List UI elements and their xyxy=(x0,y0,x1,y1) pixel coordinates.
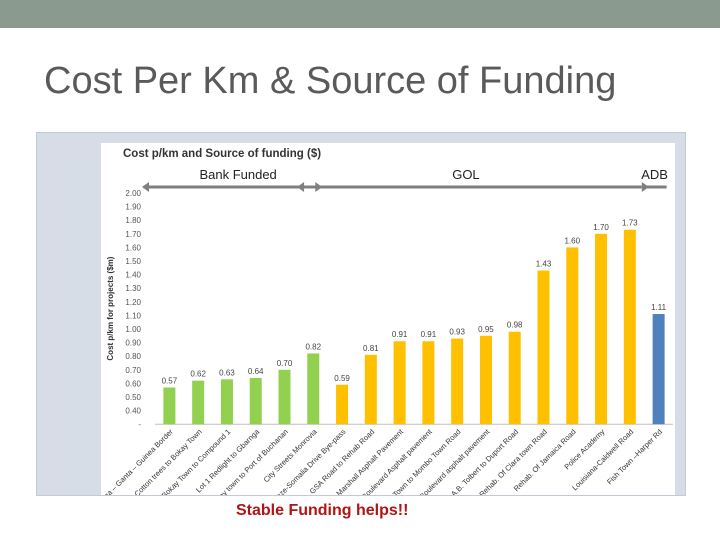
data-label: 1.43 xyxy=(536,260,552,269)
bar xyxy=(566,247,579,425)
y-tick-label: 1.60 xyxy=(125,243,141,252)
footer-note: Stable Funding helps!! xyxy=(236,502,409,519)
chart-frame: Cost p/km and Source of funding ($) Cost … xyxy=(36,132,686,540)
data-label: 1.11 xyxy=(651,303,667,312)
bar xyxy=(192,380,205,425)
data-label: 0.62 xyxy=(190,370,206,379)
bar xyxy=(652,314,665,425)
y-tick-label: 1.20 xyxy=(125,298,141,307)
data-label: 0.91 xyxy=(421,330,437,339)
y-tick-label: 0.50 xyxy=(125,393,141,402)
y-tick-label: 1.70 xyxy=(125,230,141,239)
bar xyxy=(393,341,406,425)
bar xyxy=(364,354,377,425)
y-axis-label: Cost p/km for projects ($m) xyxy=(106,256,115,360)
bar xyxy=(595,233,608,425)
bank-funded-label: Bank Funded xyxy=(199,167,276,182)
data-label: 0.64 xyxy=(248,367,264,376)
bar xyxy=(537,270,550,425)
chart-panel xyxy=(101,143,675,495)
y-tick-label: 0.60 xyxy=(125,379,141,388)
data-label: 0.93 xyxy=(449,328,465,337)
y-tick-label: 2.00 xyxy=(125,189,141,198)
bar xyxy=(220,379,233,425)
data-label: 0.82 xyxy=(305,342,321,351)
adb-label: ADB xyxy=(641,167,668,182)
bar xyxy=(479,335,492,425)
y-tick-label: 1.30 xyxy=(125,284,141,293)
y-tick-label: 0.80 xyxy=(125,352,141,361)
data-label: 0.91 xyxy=(392,330,408,339)
chart-title: Cost p/km and Source of funding ($) xyxy=(123,148,321,160)
data-label: 0.57 xyxy=(162,376,178,385)
chart-svg: Cost p/km and Source of funding ($) Cost … xyxy=(74,143,675,540)
gol-label: GOL xyxy=(452,167,479,182)
bar xyxy=(623,229,636,425)
y-tick-label: 1.00 xyxy=(125,325,141,334)
y-tick-label: 1.80 xyxy=(125,216,141,225)
bar xyxy=(508,331,521,425)
data-label: 0.95 xyxy=(478,325,494,334)
y-tick-label: 1.10 xyxy=(125,311,141,320)
bar xyxy=(307,353,320,425)
y-tick-label: 1.50 xyxy=(125,257,141,266)
bar xyxy=(451,338,464,425)
data-label: 0.98 xyxy=(507,321,523,330)
data-label: 1.70 xyxy=(593,223,609,232)
data-label: 1.60 xyxy=(564,236,580,245)
y-tick-label: 0.90 xyxy=(125,339,141,348)
bar xyxy=(336,384,349,425)
bar xyxy=(249,377,262,425)
gol-bracket-head-left xyxy=(297,182,305,192)
y-tick-label: 1.40 xyxy=(125,271,141,280)
data-label: 0.81 xyxy=(363,344,379,353)
y-tick-label: - xyxy=(138,420,141,429)
bank-funded-bracket-head-left xyxy=(142,182,149,192)
bar xyxy=(278,369,291,425)
y-tick-label: 1.90 xyxy=(125,203,141,212)
slide-top-bar xyxy=(0,0,720,28)
data-label: 0.70 xyxy=(277,359,293,368)
bar xyxy=(422,341,435,425)
data-label: 1.73 xyxy=(622,219,638,228)
slide-title: Cost Per Km & Source of Funding xyxy=(44,60,617,102)
data-label: 0.59 xyxy=(334,374,350,383)
data-label: 0.63 xyxy=(219,368,235,377)
y-tick-label: 0.40 xyxy=(125,407,141,416)
bar xyxy=(163,387,176,425)
y-tick-label: 0.70 xyxy=(125,366,141,375)
